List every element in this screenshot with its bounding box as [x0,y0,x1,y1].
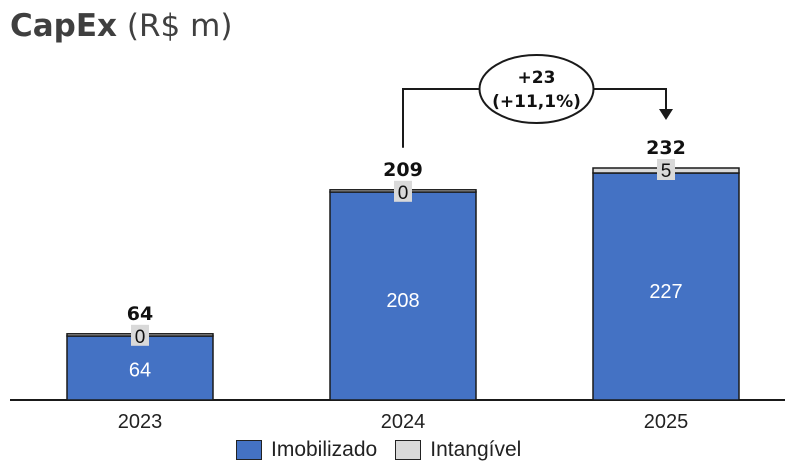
x-tick-label-2023: 2023 [118,411,163,433]
total-label-2024: 209 [383,159,423,181]
bar-imobilizado-2024 [329,191,477,401]
bar-imobilizado-2023 [66,335,214,401]
total-label-2023: 64 [127,303,153,325]
legend-item-imobilizado: Imobilizado [236,438,377,462]
growth-bubble [478,54,595,124]
chart-title: CapEx (R$ m) [10,8,232,44]
x-tick-label-2024: 2024 [381,411,426,433]
chart-title-main: CapEx [10,8,118,44]
data-label-imobilizado-2023: 64 [129,359,151,381]
data-label-bg-intangivel-2025 [657,159,675,180]
legend-label-intangivel: Intangível [430,438,522,461]
legend-item-intangivel: Intangível [395,438,521,462]
data-label-intangivel-2023: 0 [135,327,146,348]
total-label-2025: 232 [646,137,686,159]
data-label-bg-intangivel-2023 [131,324,149,346]
chart-title-unit: (R$ m) [126,8,233,44]
legend: Imobilizado Intangível [236,438,539,462]
legend-label-imobilizado: Imobilizado [271,438,378,461]
growth-label-abs: +23 [518,68,556,88]
data-label-intangivel-2024: 0 [398,183,409,204]
data-label-imobilizado-2025: 227 [649,281,682,303]
data-label-imobilizado-2024: 208 [386,290,419,312]
x-tick-label-2025: 2025 [644,411,689,433]
legend-swatch-imobilizado [236,440,262,460]
data-label-intangivel-2025: 5 [661,161,672,182]
growth-arrow-head [659,109,673,120]
growth-label-pct: (+11,1%) [492,92,581,112]
data-label-bg-intangivel-2024 [394,180,412,202]
legend-swatch-intangivel [395,440,422,460]
